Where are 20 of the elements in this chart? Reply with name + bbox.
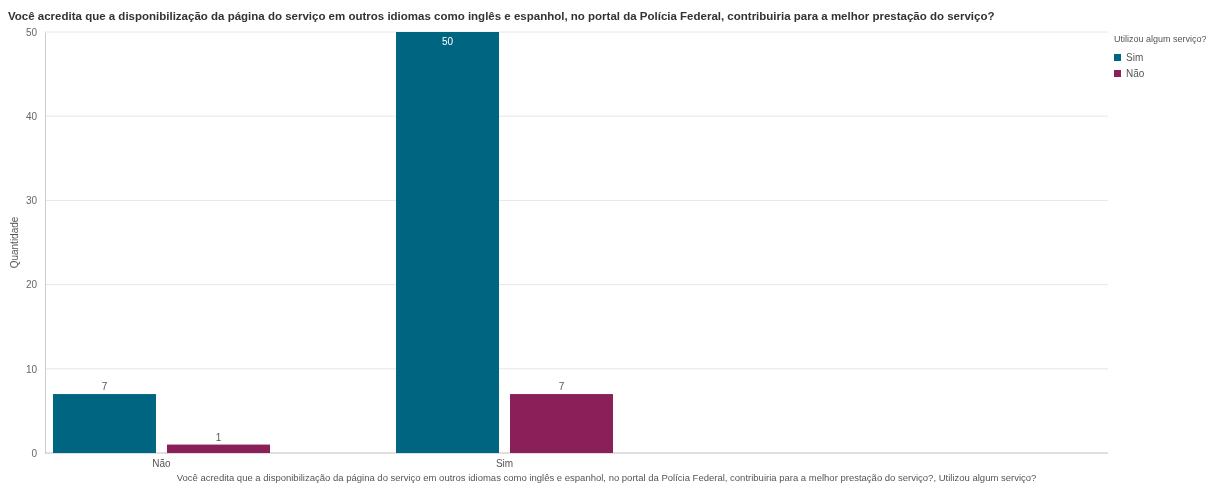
y-tick-label: 30 bbox=[25, 195, 38, 207]
data-label: 1 bbox=[215, 431, 222, 443]
legend-title: Utilizou algum serviço? bbox=[1114, 34, 1206, 44]
bar bbox=[167, 444, 270, 453]
y-tick-label: 40 bbox=[25, 110, 38, 122]
y-tick-label: 0 bbox=[31, 447, 38, 459]
y-axis-title: Quantidade bbox=[9, 216, 20, 269]
y-tick-label: 50 bbox=[25, 26, 38, 38]
data-label: 50 bbox=[441, 36, 454, 47]
legend-label: Sim bbox=[1126, 52, 1144, 63]
legend-label: Não bbox=[1126, 68, 1145, 79]
y-tick-label: 10 bbox=[25, 363, 38, 375]
data-label: 7 bbox=[101, 381, 108, 393]
bar bbox=[510, 394, 613, 453]
y-tick-label: 20 bbox=[25, 279, 38, 291]
data-label: 7 bbox=[558, 381, 565, 393]
x-axis-title: Você acredita que a disponibilização da página do serviço em outros idiomas como inglês e espanhol, no portal da Polícia Federal, contribuiria para a melhor prestação do serviço?, Utilizou algum serviço? bbox=[176, 472, 1037, 483]
chart-title: Você acredita que a disponibilização da página do serviço em outros idiomas como inglês e espanhol, no portal da Polícia Federal, contribuiria para a melhor prestação do serviço? bbox=[8, 10, 995, 22]
bar bbox=[396, 32, 499, 453]
bar bbox=[53, 394, 156, 453]
